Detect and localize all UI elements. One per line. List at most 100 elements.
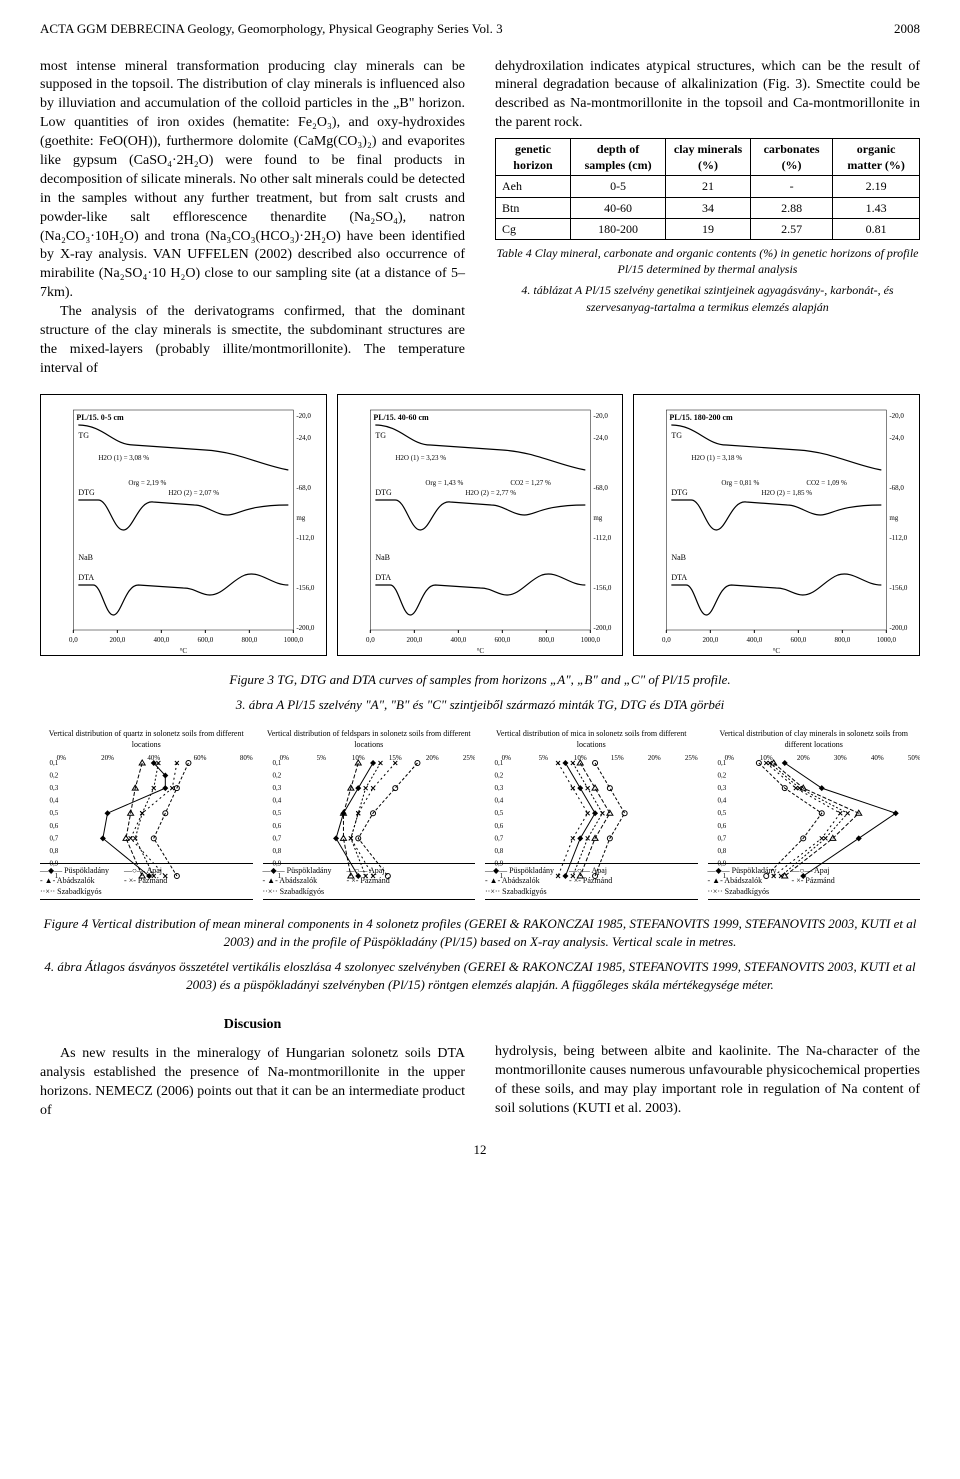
svg-text:-68,0: -68,0 — [890, 484, 905, 492]
svg-text:H2O (2) = 2,77 %: H2O (2) = 2,77 % — [465, 489, 516, 497]
svg-text:DTA: DTA — [375, 573, 391, 582]
col1-para2: The analysis of the derivatograms confir… — [40, 303, 465, 379]
header-left: ACTA GGM DEBRECINA Geology, Geomorpholog… — [40, 20, 503, 38]
page-number: 12 — [40, 1141, 920, 1159]
svg-text:NaB: NaB — [375, 553, 390, 562]
svg-text:Org = 0,81 %: Org = 0,81 % — [722, 479, 760, 487]
svg-text:0,1: 0,1 — [717, 759, 726, 767]
column-2: dehydroxilation indicates atypical struc… — [495, 58, 920, 379]
dist-chart-title: Vertical distribution of clay minerals i… — [708, 729, 921, 749]
col1-para1: most intense mineral transformation prod… — [40, 58, 465, 304]
svg-text:0,3: 0,3 — [495, 784, 504, 792]
svg-text:0,9: 0,9 — [272, 859, 281, 867]
svg-text:600,0: 600,0 — [494, 636, 510, 644]
svg-text:-112,0: -112,0 — [890, 534, 908, 542]
fig3-caption-en: Figure 3 TG, DTG and DTA curves of sampl… — [40, 671, 920, 689]
svg-text:40%: 40% — [870, 754, 883, 762]
svg-text:0,2: 0,2 — [50, 771, 59, 779]
svg-text:DTA: DTA — [672, 573, 688, 582]
fig4-caption-hu: 4. ábra Átlagos ásványos összetétel vert… — [40, 958, 920, 993]
svg-text:600,0: 600,0 — [791, 636, 807, 644]
svg-text:Org = 1,43 %: Org = 1,43 % — [425, 479, 463, 487]
svg-text:Org = 2,19 %: Org = 2,19 % — [128, 479, 166, 487]
dist-chart-0: Vertical distribution of quartz in solon… — [40, 729, 253, 900]
svg-text:0,8: 0,8 — [272, 847, 281, 855]
svg-text:0,2: 0,2 — [495, 771, 504, 779]
table-header: carbonates (%) — [750, 139, 832, 176]
svg-text:-200,0: -200,0 — [296, 624, 315, 632]
svg-text:5%: 5% — [316, 754, 326, 762]
svg-text:0,1: 0,1 — [50, 759, 59, 767]
svg-text:1: 1 — [55, 872, 59, 880]
svg-text:20%: 20% — [796, 754, 809, 762]
thermal-chart-0: PL/15. 0-5 cmTGH2O (1) = 3,08 %DTGOrg = … — [40, 394, 327, 656]
svg-text:200,0: 200,0 — [406, 636, 422, 644]
svg-text:25%: 25% — [462, 754, 475, 762]
svg-text:0,9: 0,9 — [495, 859, 504, 867]
svg-text:0,8: 0,8 — [50, 847, 59, 855]
svg-text:0,1: 0,1 — [495, 759, 504, 767]
discussion-title: Discusion — [40, 1016, 465, 1035]
svg-text:800,0: 800,0 — [538, 636, 554, 644]
svg-text:400,0: 400,0 — [450, 636, 466, 644]
svg-text:5%: 5% — [539, 754, 549, 762]
svg-text:H2O (1) = 3,23 %: H2O (1) = 3,23 % — [395, 454, 446, 462]
svg-text:0,0: 0,0 — [662, 636, 671, 644]
svg-text:200,0: 200,0 — [703, 636, 719, 644]
svg-text:H2O (1) = 3,18 %: H2O (1) = 3,18 % — [692, 454, 743, 462]
svg-text:-200,0: -200,0 — [593, 624, 612, 632]
svg-text:0,2: 0,2 — [272, 771, 281, 779]
dist-chart-title: Vertical distribution of quartz in solon… — [40, 729, 253, 749]
table4-caption-en: Table 4 Clay mineral, carbonate and orga… — [495, 245, 920, 277]
discussion-columns: Discusion As new results in the mineralo… — [40, 1001, 920, 1120]
svg-text:°C: °C — [180, 647, 188, 655]
svg-text:80%: 80% — [240, 754, 253, 762]
dist-chart-title: Vertical distribution of mica in solonet… — [485, 729, 698, 749]
svg-text:1: 1 — [277, 872, 281, 880]
svg-text:-112,0: -112,0 — [593, 534, 611, 542]
svg-text:0,4: 0,4 — [50, 796, 59, 804]
svg-text:NaB: NaB — [672, 553, 687, 562]
svg-text:0,8: 0,8 — [495, 847, 504, 855]
svg-text:-112,0: -112,0 — [296, 534, 314, 542]
svg-text:10%: 10% — [759, 754, 772, 762]
svg-text:0,0: 0,0 — [366, 636, 375, 644]
svg-text:°C: °C — [476, 647, 484, 655]
svg-text:-200,0: -200,0 — [890, 624, 909, 632]
svg-text:°C: °C — [773, 647, 781, 655]
header-right: 2008 — [894, 20, 920, 38]
svg-text:1: 1 — [500, 872, 504, 880]
table-header: genetic horizon — [496, 139, 571, 176]
svg-text:mg: mg — [296, 514, 305, 522]
svg-text:mg: mg — [593, 514, 602, 522]
fig4-caption-en: Figure 4 Vertical distribution of mean m… — [40, 915, 920, 950]
text-columns: most intense mineral transformation prod… — [40, 58, 920, 379]
svg-text:400,0: 400,0 — [153, 636, 169, 644]
svg-text:DTG: DTG — [672, 488, 689, 497]
svg-text:20%: 20% — [648, 754, 661, 762]
discussion-left-para: As new results in the mineralogy of Hung… — [40, 1045, 465, 1121]
table-header: organic matter (%) — [833, 139, 920, 176]
svg-text:CO2 = 1,09 %: CO2 = 1,09 % — [807, 479, 848, 487]
svg-text:800,0: 800,0 — [835, 636, 851, 644]
svg-text:-20,0: -20,0 — [890, 412, 905, 420]
svg-text:-24,0: -24,0 — [593, 434, 608, 442]
svg-text:15%: 15% — [388, 754, 401, 762]
discussion-right-para: hydrolysis, being between albite and kao… — [495, 1043, 920, 1119]
svg-text:TG: TG — [375, 431, 386, 440]
thermal-chart-2: PL/15. 180-200 cmTGH2O (1) = 3,18 %DTGOr… — [633, 394, 920, 656]
svg-text:15%: 15% — [611, 754, 624, 762]
svg-text:0,5: 0,5 — [717, 809, 726, 817]
dist-chart-2: Vertical distribution of mica in solonet… — [485, 729, 698, 900]
distribution-charts-row: Vertical distribution of quartz in solon… — [40, 729, 920, 900]
svg-text:800,0: 800,0 — [241, 636, 257, 644]
svg-text:0,4: 0,4 — [717, 796, 726, 804]
svg-text:0,6: 0,6 — [717, 822, 726, 830]
svg-text:0,4: 0,4 — [272, 796, 281, 804]
svg-text:-156,0: -156,0 — [890, 584, 909, 592]
svg-text:0,6: 0,6 — [272, 822, 281, 830]
table-row: Btn40-60342.881.43 — [496, 197, 920, 218]
svg-text:DTA: DTA — [78, 573, 94, 582]
svg-text:20%: 20% — [101, 754, 114, 762]
svg-text:0,1: 0,1 — [272, 759, 281, 767]
